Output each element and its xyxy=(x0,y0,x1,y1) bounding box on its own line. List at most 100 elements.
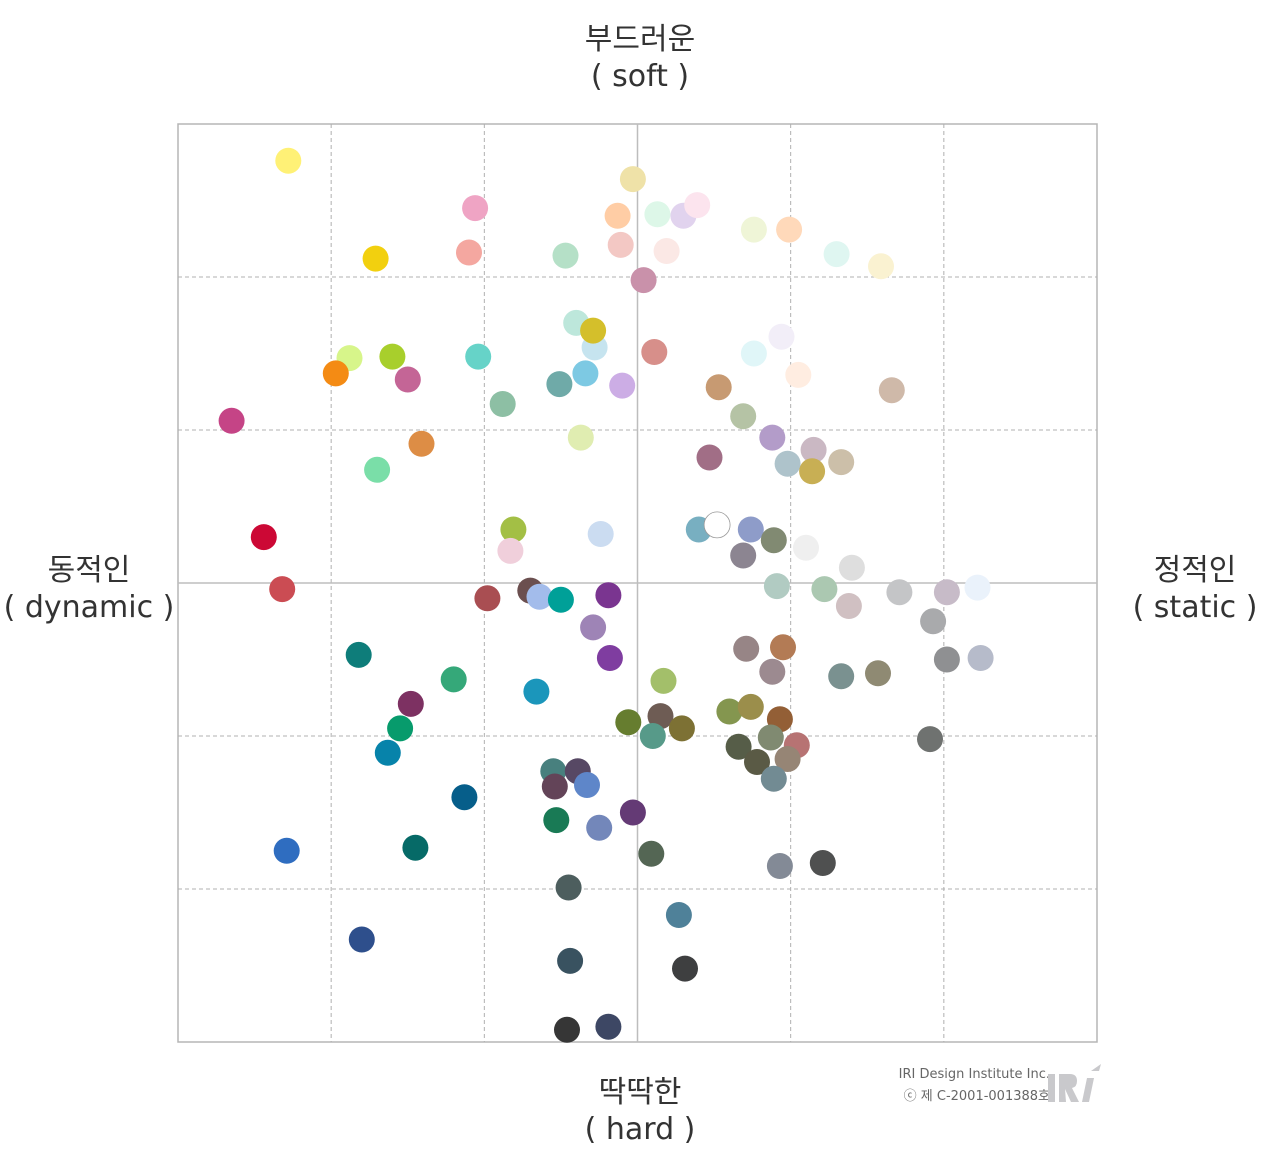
data-point xyxy=(730,542,757,569)
data-point xyxy=(456,239,482,266)
data-point xyxy=(730,403,757,430)
data-point xyxy=(774,450,801,477)
data-point xyxy=(526,583,553,610)
data-point xyxy=(541,773,568,800)
data-point xyxy=(580,614,607,641)
data-point xyxy=(273,837,300,864)
data-point xyxy=(555,874,582,901)
data-point xyxy=(465,343,492,370)
data-point xyxy=(886,579,913,606)
top-label-korean: 부드러운 xyxy=(584,22,696,57)
top-axis-label: 부드러운 ( soft ) xyxy=(540,21,740,95)
data-point xyxy=(574,772,600,798)
data-point xyxy=(964,574,991,601)
data-point xyxy=(705,374,732,401)
data-point xyxy=(933,579,960,606)
data-point xyxy=(497,537,524,564)
data-point xyxy=(630,267,657,294)
data-point xyxy=(269,576,296,603)
data-point xyxy=(770,634,796,661)
bottom-label-english: ( hard ) xyxy=(584,1112,696,1147)
data-point xyxy=(638,840,665,867)
data-point xyxy=(759,424,786,451)
data-point xyxy=(776,216,803,243)
data-point xyxy=(408,430,435,457)
data-point xyxy=(760,527,787,554)
bottom-axis-label: 딱딱한 ( hard ) xyxy=(540,1074,740,1148)
data-point xyxy=(768,323,795,350)
data-point xyxy=(696,444,723,471)
data-point xyxy=(567,424,594,451)
data-point xyxy=(920,608,947,635)
data-point xyxy=(868,253,894,280)
data-point xyxy=(580,317,607,344)
data-point xyxy=(489,391,516,417)
data-point xyxy=(799,458,826,485)
data-point xyxy=(345,641,372,668)
data-point xyxy=(543,807,570,834)
data-point xyxy=(740,216,767,243)
credit-company: IRI Design Institute Inc. xyxy=(898,1067,1050,1082)
left-label-korean: 동적인 xyxy=(47,553,131,588)
data-point xyxy=(387,715,414,742)
bottom-label-korean: 딱딱한 xyxy=(598,1075,682,1110)
data-point xyxy=(639,723,666,749)
data-point xyxy=(362,245,389,272)
data-point xyxy=(800,436,827,463)
data-point xyxy=(218,407,245,434)
top-label-english: ( soft ) xyxy=(590,59,690,94)
data-point xyxy=(828,449,855,476)
data-point xyxy=(665,902,692,928)
data-point xyxy=(785,361,812,388)
data-point xyxy=(809,850,836,876)
iri-logo-icon xyxy=(1048,1064,1101,1102)
data-point xyxy=(348,926,375,953)
data-point xyxy=(552,242,579,269)
data-point xyxy=(451,784,478,811)
data-point xyxy=(835,593,862,619)
data-point xyxy=(737,516,764,543)
data-point xyxy=(462,195,489,222)
data-point xyxy=(668,715,695,742)
left-axis-label: 동적인 ( dynamic ) xyxy=(0,552,178,626)
data-point xyxy=(828,663,855,690)
data-point xyxy=(823,241,850,268)
data-point xyxy=(757,724,784,751)
data-point xyxy=(374,739,401,766)
data-points xyxy=(218,147,994,1043)
data-point xyxy=(587,521,614,547)
data-point xyxy=(967,645,994,671)
data-point xyxy=(595,1013,622,1040)
data-point xyxy=(615,709,642,736)
data-point xyxy=(250,524,277,551)
data-point xyxy=(500,516,527,543)
data-point xyxy=(440,666,467,693)
right-axis-label: 정적인 ( static ) xyxy=(1110,552,1280,626)
data-point xyxy=(379,343,406,370)
data-point xyxy=(933,646,960,673)
data-point xyxy=(865,660,891,687)
data-point xyxy=(523,678,550,705)
data-point xyxy=(644,201,671,228)
left-label-english: ( dynamic ) xyxy=(3,590,175,625)
data-point xyxy=(554,1016,580,1043)
data-point xyxy=(547,586,574,613)
data-point xyxy=(684,192,711,219)
data-point xyxy=(733,635,760,662)
data-point xyxy=(557,947,584,974)
data-point xyxy=(653,238,680,264)
data-point xyxy=(402,834,429,861)
data-point xyxy=(604,202,631,229)
data-point xyxy=(586,814,613,841)
credit-registration: ⓒ 제 C-2001-001388호 xyxy=(903,1089,1050,1104)
data-point xyxy=(766,853,793,879)
copyright-credit: IRI Design Institute Inc. ⓒ 제 C-2001-001… xyxy=(880,1064,1050,1108)
right-label-english: ( static ) xyxy=(1132,590,1258,625)
data-point xyxy=(760,765,787,792)
data-point xyxy=(878,377,905,404)
data-point xyxy=(917,726,943,753)
data-point xyxy=(546,371,573,398)
data-point xyxy=(703,511,731,539)
data-point xyxy=(609,372,636,399)
